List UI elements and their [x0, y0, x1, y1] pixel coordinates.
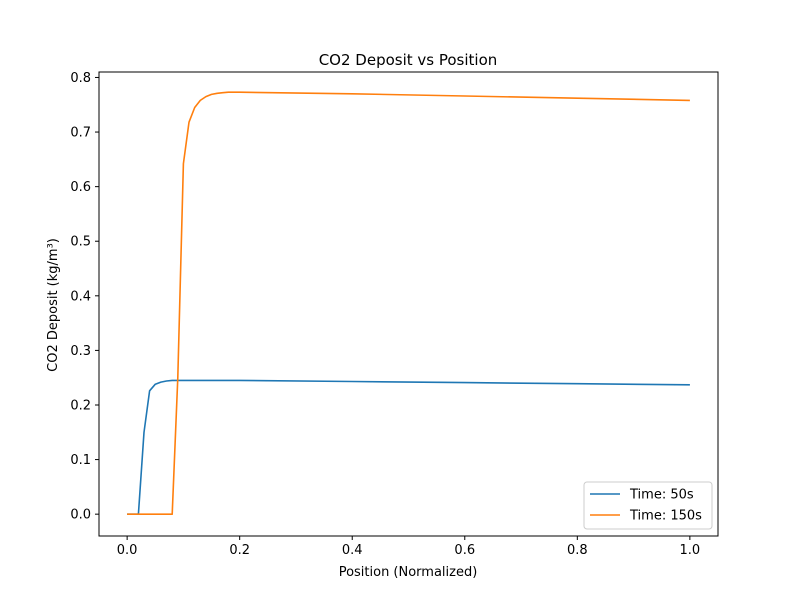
series-line-1 [127, 379, 690, 516]
chart-title: CO2 Deposit vs Position [319, 51, 498, 69]
plot-frame [98, 71, 719, 537]
x-axis-label: Position (Normalized) [339, 565, 478, 580]
y-axis: 0.0 0.1 0.2 0.3 0.4 0.5 0.6 0.7 0.8 [70, 71, 99, 523]
x-tick-label: 0.6 [454, 543, 475, 558]
x-tick-label: 0.2 [229, 543, 250, 558]
y-tick-label: 0.8 [70, 71, 91, 86]
y-tick-label: 0.7 [70, 126, 91, 141]
y-tick-label: 0.0 [70, 508, 91, 523]
x-tick-label: 1.0 [680, 543, 701, 558]
legend-label-2: Time: 150s [629, 509, 702, 524]
x-tick-label: 0.8 [567, 543, 588, 558]
series-line-2 [127, 91, 690, 516]
y-tick-label: 0.3 [70, 344, 91, 359]
legend-label-1: Time: 50s [629, 488, 694, 503]
y-tick-label: 0.5 [70, 235, 91, 250]
y-tick-label: 0.4 [70, 289, 91, 304]
y-axis-label: CO2 Deposit (kg/m³) [46, 238, 61, 372]
x-tick-label: 0.4 [342, 543, 363, 558]
series-layer [127, 91, 690, 516]
x-axis: 0.0 0.2 0.4 0.6 0.8 1.0 [117, 536, 700, 558]
y-tick-label: 0.1 [70, 453, 91, 468]
y-tick-label: 0.2 [70, 398, 91, 413]
legend: Time: 50s Time: 150s [583, 481, 713, 530]
x-tick-label: 0.0 [117, 543, 138, 558]
y-tick-label: 0.6 [70, 180, 91, 195]
plot-area: 0.0 0.2 0.4 0.6 0.8 1.0 0.0 0.1 0.2 0.3 0.4 0.5 0.6… [70, 71, 719, 558]
